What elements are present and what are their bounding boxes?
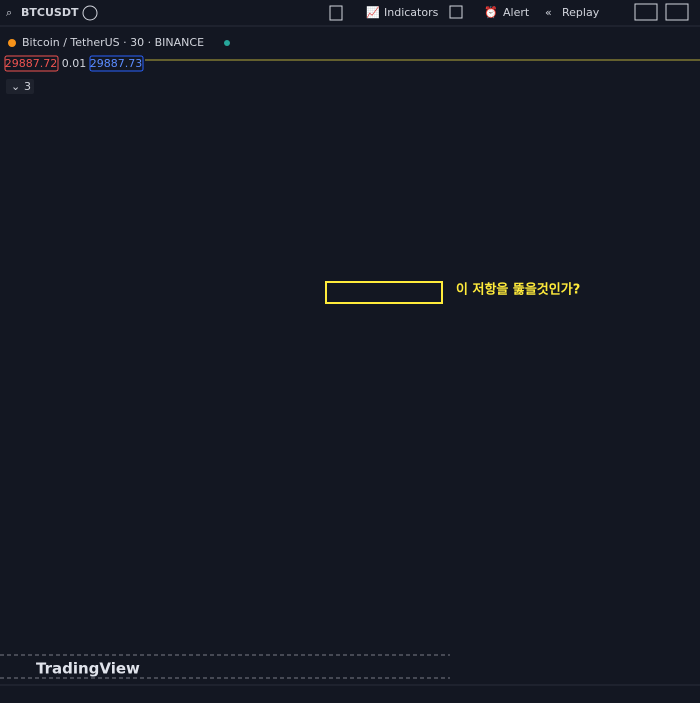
series-title: Bitcoin / TetherUS · 30 · BINANCE <box>22 36 204 49</box>
settings-button[interactable] <box>634 3 658 21</box>
replay-icon[interactable]: « <box>545 6 552 19</box>
market-status <box>224 40 230 46</box>
spread: 0.01 <box>62 57 87 70</box>
alert-button[interactable]: Alert <box>503 6 530 19</box>
coin-icon <box>8 39 16 47</box>
indicators-button[interactable]: Indicators <box>384 6 439 19</box>
annotation-box <box>325 281 443 304</box>
layouts-button[interactable] <box>449 5 463 19</box>
indicators-icon[interactable]: 📈 <box>366 6 380 19</box>
search-icon[interactable]: ⌕ <box>6 6 12 19</box>
chevron: ⌄ <box>11 80 20 93</box>
bid: 29887.72 <box>5 57 58 70</box>
bid-box[interactable] <box>4 55 59 72</box>
watermark: TradingView <box>36 660 140 678</box>
ask: 29887.73 <box>90 57 143 70</box>
alert-icon[interactable]: ⏰ <box>484 5 498 19</box>
collapsed-count: 3 <box>24 80 31 93</box>
more-button[interactable] <box>665 3 689 21</box>
chart-type[interactable] <box>329 5 343 21</box>
replay-button[interactable]: Replay <box>562 6 600 19</box>
ask-box[interactable] <box>89 55 144 72</box>
add-symbol[interactable] <box>82 5 98 21</box>
annotation: 이 저항을 뚫을것인가? <box>456 282 580 298</box>
symbol[interactable]: BTCUSDT <box>21 6 79 19</box>
collapse-button[interactable] <box>6 79 34 94</box>
toolbar <box>0 0 700 26</box>
